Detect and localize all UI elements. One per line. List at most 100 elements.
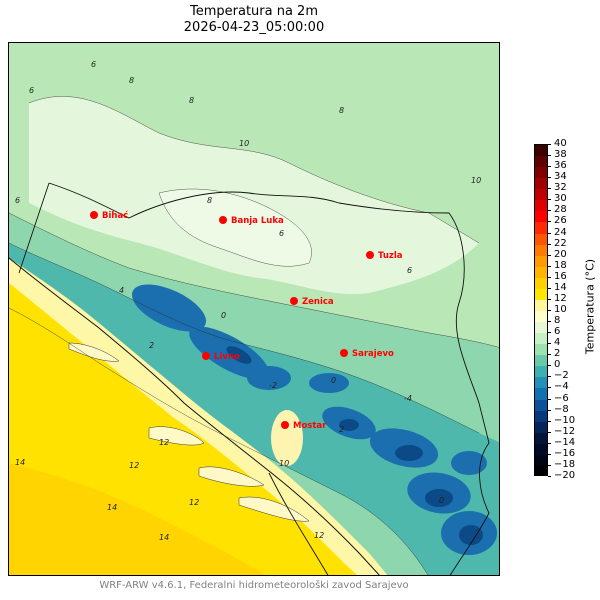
city-banja-luka[interactable]: Banja Luka xyxy=(219,216,284,226)
city-livno[interactable]: Livno xyxy=(202,352,240,362)
svg-text:4: 4 xyxy=(119,286,124,295)
colorbar-segment xyxy=(535,454,547,467)
cold-belt xyxy=(9,243,499,575)
colorbar-tick-label: 22 xyxy=(548,238,567,249)
country-border xyxy=(18,182,490,575)
city-sarajevo[interactable]: Sarajevo xyxy=(340,349,394,359)
title-block: Temperatura na 2m 2026-04-23_05:00:00 xyxy=(8,4,500,36)
city-markers: Bihać Banja Luka Tuzla Zenica Sarajevo Livno M… xyxy=(90,210,403,431)
colorbar-segment xyxy=(535,200,547,212)
city-marker-dot xyxy=(219,216,227,224)
city-label: Banja Luka xyxy=(231,216,284,226)
svg-text:12: 12 xyxy=(159,438,169,447)
colorbar-segment xyxy=(535,333,547,345)
coastline xyxy=(9,257,380,575)
svg-text:14: 14 xyxy=(159,533,169,542)
city-zenica[interactable]: Zenica xyxy=(290,297,334,307)
colorbar-segment xyxy=(535,299,547,312)
colorbar-tick-label: −20 xyxy=(547,471,575,481)
warm-zone-center xyxy=(159,188,312,267)
colorbar-segment xyxy=(535,277,547,290)
colorbar-segment xyxy=(535,167,547,179)
city-label: Livno xyxy=(214,352,240,362)
colorbar-segment xyxy=(535,178,547,190)
svg-text:0: 0 xyxy=(221,311,226,320)
colorbar-segment xyxy=(535,443,547,456)
colorbar-segment xyxy=(535,322,547,334)
svg-text:6: 6 xyxy=(91,60,96,69)
map-title: Temperatura na 2m xyxy=(189,4,318,19)
svg-text:14: 14 xyxy=(107,503,117,512)
colorbar-tick-label: 10 xyxy=(548,305,567,315)
city-marker-dot xyxy=(340,349,348,357)
colorbar-tick-label: −18 xyxy=(547,459,575,470)
colorbar-label: Temperatura (°C) xyxy=(583,258,597,355)
svg-text:6: 6 xyxy=(279,229,284,238)
city-marker-dot xyxy=(202,352,210,360)
city-mostar[interactable]: Mostar xyxy=(281,421,327,431)
colorbar-tick-label: −2 xyxy=(548,371,569,381)
colorbar-segment xyxy=(535,399,547,412)
colorbar-tick-label: 24 xyxy=(548,227,567,238)
colorbar-tick-label: −10 xyxy=(547,415,575,426)
svg-text:8: 8 xyxy=(189,96,194,105)
svg-text:14: 14 xyxy=(15,458,25,467)
city-marker-dot xyxy=(90,211,98,219)
colorbar-segment xyxy=(535,311,547,323)
colorbar-tick-label: 38 xyxy=(548,150,567,160)
colorbar-segment xyxy=(535,156,547,168)
city-marker-dot xyxy=(366,251,374,259)
svg-text:12: 12 xyxy=(129,461,139,470)
colorbar-tick-label: −8 xyxy=(548,404,569,415)
colorbar-segment xyxy=(535,432,547,445)
colorbar-tick-label: 14 xyxy=(548,282,567,293)
contour-labels: 6 8 8 10 10 8 6 6 8 6 6 4 2 0 -2 0 -4 2 … xyxy=(15,60,481,542)
colorbar-tick-label: 32 xyxy=(548,183,567,193)
colorbar-tick-label: 0 xyxy=(547,360,560,370)
colorbar-segment xyxy=(535,410,547,423)
colorbar-segment xyxy=(535,222,547,235)
svg-text:2: 2 xyxy=(149,341,154,350)
city-marker-dot xyxy=(290,297,298,305)
deep-cold-cores xyxy=(226,346,483,545)
colorbar-segment xyxy=(535,355,547,367)
svg-text:10: 10 xyxy=(471,176,481,185)
colorbar-tick-label: 8 xyxy=(547,316,560,326)
svg-text:0: 0 xyxy=(439,496,444,505)
colorbar-segment xyxy=(535,388,547,401)
colorbar-tick-label: 30 xyxy=(548,194,567,204)
colorbar-segment xyxy=(535,233,547,246)
colorbar xyxy=(534,144,548,476)
contour-lines xyxy=(9,96,499,575)
colorbar-segment xyxy=(535,465,547,475)
colorbar-segment xyxy=(535,189,547,201)
colorbar-tick-label: 4 xyxy=(547,338,560,348)
colorbar-tick-label: 34 xyxy=(548,172,567,182)
svg-text:12: 12 xyxy=(314,531,324,540)
city-bihac[interactable]: Bihać xyxy=(90,210,128,221)
svg-text:10: 10 xyxy=(239,139,249,148)
colorbar-tick-label: 6 xyxy=(547,327,560,337)
city-marker-dot xyxy=(281,421,289,429)
city-label: Bihać xyxy=(102,210,128,221)
svg-text:12: 12 xyxy=(189,498,199,507)
city-label: Tuzla xyxy=(378,251,403,261)
sea-warm-patch xyxy=(9,463,266,575)
colorbar-segment xyxy=(535,344,547,356)
colorbar-tick-label: −4 xyxy=(548,382,569,392)
svg-text:6: 6 xyxy=(15,196,20,205)
colorbar-segment xyxy=(535,377,547,389)
city-tuzla[interactable]: Tuzla xyxy=(366,251,403,261)
city-label: Sarajevo xyxy=(352,349,394,359)
colorbar-tick-label: 16 xyxy=(548,271,567,282)
colorbar-segment xyxy=(535,145,547,157)
warm-zone-north xyxy=(29,96,479,295)
svg-text:10: 10 xyxy=(279,459,289,468)
colorbar-segment xyxy=(535,211,547,223)
map-canvas: 6 8 8 10 10 8 6 6 8 6 6 4 2 0 -2 0 -4 2 … xyxy=(9,43,499,575)
svg-text:-4: -4 xyxy=(404,394,412,403)
colorbar-segment xyxy=(535,288,547,301)
svg-text:2: 2 xyxy=(339,425,344,434)
temperature-map[interactable]: 6 8 8 10 10 8 6 6 8 6 6 4 2 0 -2 0 -4 2 … xyxy=(8,42,500,576)
colorbar-tick-label: −16 xyxy=(547,448,575,459)
